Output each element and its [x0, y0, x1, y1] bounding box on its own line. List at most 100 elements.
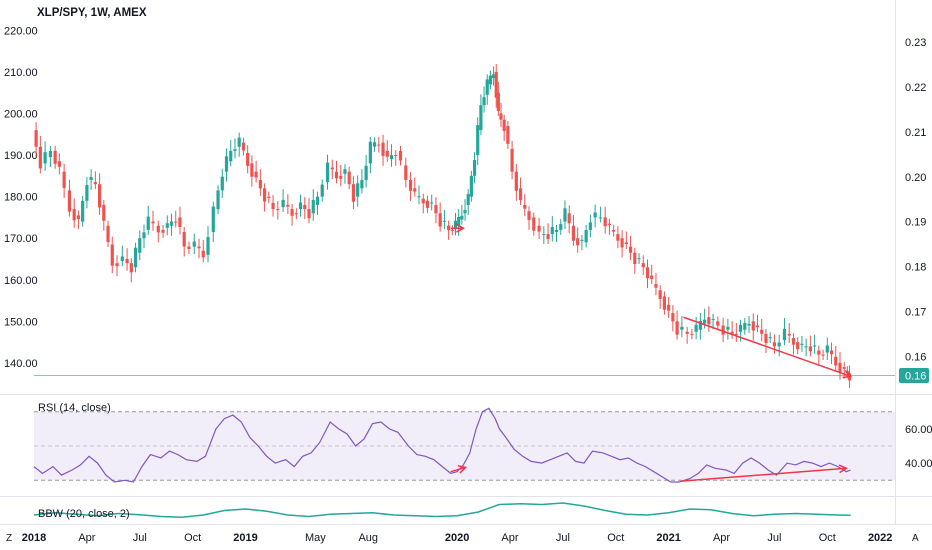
candle-body: [307, 209, 311, 219]
candle-body: [603, 217, 607, 227]
candle-body: [377, 144, 381, 146]
candle-body: [751, 321, 755, 331]
candle-body: [791, 338, 796, 345]
candle-body: [675, 321, 679, 335]
candle-body: [804, 346, 808, 348]
candle-body: [438, 213, 442, 227]
candle-body: [768, 337, 772, 339]
candle-body: [298, 202, 303, 210]
candle-body: [67, 190, 72, 212]
candle-body: [156, 225, 160, 233]
candle-body: [271, 202, 275, 210]
time-axis-tick: 2019: [233, 532, 257, 544]
trend-arrow-head: [838, 464, 848, 474]
trend-arrow-head: [842, 369, 853, 379]
last-price-badge: [899, 367, 929, 383]
candle-body: [633, 252, 637, 265]
candle-body: [106, 225, 110, 242]
candle-body: [351, 184, 356, 202]
candle-body: [760, 329, 764, 334]
candle-body: [224, 156, 229, 172]
candle-body: [258, 180, 262, 189]
candle-body: [772, 342, 777, 347]
candle-body: [276, 209, 280, 211]
candle-body: [485, 79, 489, 95]
candle-body: [817, 350, 821, 355]
candle-body: [738, 324, 743, 332]
candle-body: [133, 247, 138, 268]
candle-body: [671, 313, 675, 322]
candle-body: [146, 216, 150, 230]
right-axis-tick: 0.17: [905, 306, 926, 318]
candle-body: [690, 333, 694, 335]
auto-scale-toggle[interactable]: A: [912, 533, 919, 544]
right-axis-tick: 0.21: [905, 127, 926, 139]
time-axis-tick: Jul: [767, 532, 781, 544]
candle-body: [48, 150, 52, 158]
rsi-axis-tick: 60.00: [905, 424, 932, 436]
candle-body: [368, 141, 372, 164]
time-axis-tick: 2020: [445, 532, 469, 544]
trend-arrow-head: [457, 464, 468, 474]
candle-body: [93, 182, 97, 185]
candle-body: [787, 333, 791, 336]
candle-body: [394, 155, 398, 157]
candle-body: [229, 150, 233, 162]
candle-body: [72, 209, 76, 221]
candle-body: [53, 150, 57, 164]
candle-body: [482, 97, 486, 106]
candle-body: [334, 171, 339, 179]
candle-body: [502, 119, 506, 131]
candle-body: [813, 345, 817, 347]
candle-body: [311, 199, 315, 214]
candle-body: [546, 234, 550, 240]
candle-body: [680, 326, 684, 330]
candle-body: [616, 234, 620, 241]
candle-body: [169, 221, 174, 226]
bbw-line: [33, 502, 851, 519]
candle-body: [81, 200, 85, 222]
candlestick-series: [34, 63, 852, 388]
candle-body: [707, 317, 711, 325]
candle-body: [330, 167, 334, 170]
candle-body: [463, 209, 467, 214]
candle-body: [554, 229, 559, 232]
candle-body: [499, 113, 503, 120]
candle-body: [532, 217, 536, 231]
candle-body: [662, 296, 667, 310]
candle-body: [356, 183, 360, 197]
candle-body: [97, 184, 102, 208]
zoom-toggle[interactable]: Z: [6, 533, 12, 544]
left-price-axis[interactable]: 140.00 150.00 160.00 170.00 180.00 190.00 200.…: [4, 25, 38, 370]
candle-body: [510, 148, 514, 172]
candle-body: [453, 220, 458, 228]
candle-body: [43, 152, 47, 164]
trend-arrow-head: [456, 223, 466, 233]
candle-body: [38, 146, 42, 169]
time-axis[interactable]: 2018 Apr Jul Oct 2019 May Aug 2020 Apr Jul Oct 2021…: [22, 532, 893, 544]
candle-body: [764, 333, 768, 344]
left-axis-tick: 210.00: [4, 67, 38, 79]
time-axis-tick: Jul: [556, 532, 570, 544]
candle-body: [838, 362, 842, 373]
left-axis-tick: 180.00: [4, 192, 38, 204]
candle-body: [294, 213, 298, 215]
bbw-title: BBW (20, close, 2): [38, 508, 130, 520]
candle-body: [698, 320, 702, 330]
candle-body: [233, 149, 237, 151]
candle-body: [165, 223, 169, 228]
candle-body: [494, 71, 498, 98]
candle-body: [593, 212, 597, 218]
candle-body: [821, 354, 825, 356]
time-axis-tick: 2022: [868, 532, 892, 544]
candle-body: [182, 231, 186, 247]
right-price-axis[interactable]: 0.16 0.17 0.18 0.19 0.20 0.21 0.22 0.23 40.00 60.…: [905, 37, 932, 470]
time-axis-tick: Oct: [184, 532, 201, 544]
candle-body: [115, 263, 119, 267]
candle-body: [641, 263, 645, 268]
candle-body: [220, 176, 224, 191]
trend-arrows[interactable]: [450, 223, 853, 482]
candle-body: [491, 74, 496, 79]
candle-body: [161, 229, 165, 233]
